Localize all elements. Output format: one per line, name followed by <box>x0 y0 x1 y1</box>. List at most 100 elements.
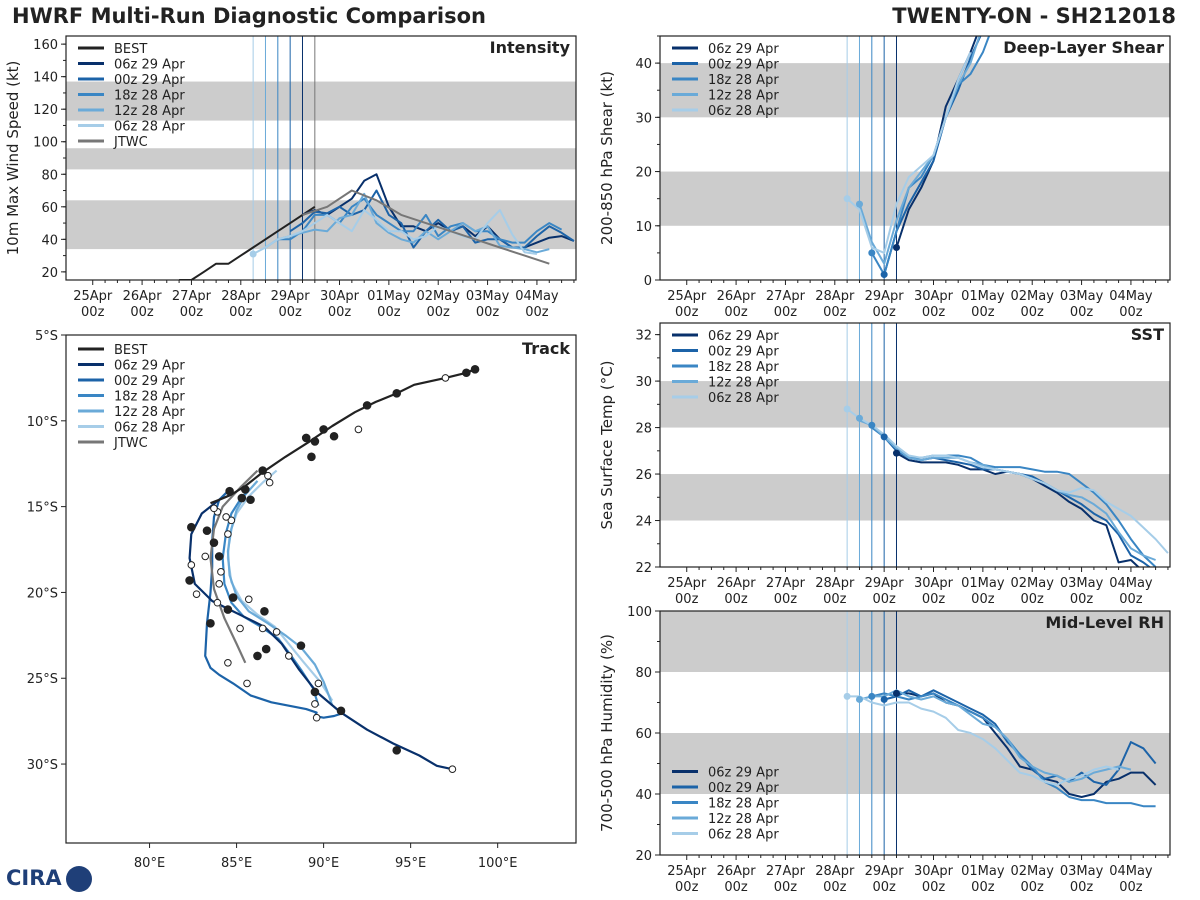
legend-label: JTWC <box>113 135 148 150</box>
legend-label: 06z 28 Apr <box>708 104 779 119</box>
x-tick-date: 29Apr <box>865 289 905 304</box>
series-line-sst <box>846 408 1169 554</box>
longitude-label: 100°E <box>478 856 518 871</box>
axes-frame <box>659 35 1171 281</box>
track-position-marker <box>272 628 281 636</box>
x-tick-date: 04May <box>1109 576 1153 591</box>
track-position-marker <box>243 679 251 688</box>
x-tick-hour: 00z <box>872 305 896 320</box>
x-tick-date: 25Apr <box>667 864 707 879</box>
legend-label: 06z 28 Apr <box>114 120 185 135</box>
track-position-marker <box>310 687 320 697</box>
x-tick-hour: 00z <box>1119 305 1143 320</box>
x-tick-date: 04May <box>515 289 559 304</box>
x-tick-hour: 00z <box>922 592 946 607</box>
legend-label: 06z 28 Apr <box>114 421 185 436</box>
track-position-marker <box>215 580 223 588</box>
y-tick-label: 80 <box>41 168 58 183</box>
x-tick-date: 27Apr <box>766 289 806 304</box>
series-line-intensity <box>277 197 563 244</box>
series-line-intensity <box>302 173 575 249</box>
y-tick-label: 40 <box>41 233 58 248</box>
plot-area-track <box>185 365 480 774</box>
x-tick-date: 28Apr <box>815 576 855 591</box>
series-line-intensity <box>302 189 550 265</box>
x-tick-hour: 00z <box>872 880 896 895</box>
latitude-label: 5°S <box>35 329 58 344</box>
x-tick-date: 28Apr <box>815 289 855 304</box>
y-tick-label: 20 <box>635 849 652 864</box>
track-position-marker <box>261 644 271 654</box>
legend-label: 06z 29 Apr <box>708 329 779 344</box>
legend-label: 12z 28 Apr <box>708 812 779 827</box>
track-position-marker <box>448 765 457 774</box>
x-tick-hour: 00z <box>675 305 699 320</box>
y-axis-label: 700-500 hPa Humidity (%) <box>598 634 616 832</box>
x-tick-hour: 00z <box>377 305 401 320</box>
legend-label: 06z 29 Apr <box>114 58 185 73</box>
y-tick-label: 140 <box>33 71 58 86</box>
x-tick-hour: 00z <box>1021 592 1045 607</box>
track-position-marker <box>201 552 210 561</box>
x-tick-date: 25Apr <box>667 289 707 304</box>
y-tick-label: 100 <box>33 136 58 151</box>
panel-track: 80°E 85°E 90°E 95°E 100°E 5°S 10°S 15°S 20°S 25°S… <box>27 329 577 871</box>
panel-rh: 20 40 60 80 100 700-500 hPa Humidity (%) 25Apr… <box>598 605 1171 895</box>
x-tick-date: 04May <box>1109 289 1153 304</box>
track-line <box>210 368 476 505</box>
x-tick-date: 01May <box>961 576 1005 591</box>
x-tick-date: 30Apr <box>914 864 954 879</box>
x-tick-date: 26Apr <box>717 289 757 304</box>
x-tick-hour: 00z <box>1070 592 1094 607</box>
legend-label: BEST <box>114 42 147 57</box>
x-tick-hour: 00z <box>823 592 847 607</box>
track-position-marker <box>246 495 255 505</box>
series-line-shear <box>895 36 978 248</box>
legend-label: 00z 29 Apr <box>114 374 185 389</box>
legend-label: 06z 29 Apr <box>708 766 779 781</box>
track-position-marker <box>187 561 196 569</box>
track-position-marker <box>265 478 274 487</box>
series-line-intensity <box>179 205 316 280</box>
x-tick-hour: 00z <box>81 305 105 320</box>
legend-label: JTWC <box>113 436 148 451</box>
x-tick-date: 25Apr <box>73 289 113 304</box>
longitude-label: 95°E <box>395 856 426 871</box>
x-tick-date: 03May <box>1060 576 1104 591</box>
track-position-marker <box>284 652 293 660</box>
x-tick-date: 26Apr <box>717 576 757 591</box>
plot-area-shear <box>660 36 1170 280</box>
point-marker <box>880 271 888 279</box>
series-line-rh <box>859 689 1132 783</box>
x-tick-hour: 00z <box>328 305 352 320</box>
x-tick-hour: 00z <box>476 305 500 320</box>
x-tick-hour: 00z <box>130 305 154 320</box>
x-tick-hour: 00z <box>278 305 302 320</box>
x-tick-date: 29Apr <box>865 864 905 879</box>
x-tick-date: 30Apr <box>914 289 954 304</box>
x-tick-hour: 00z <box>1070 305 1094 320</box>
y-tick-label: 20 <box>635 166 652 181</box>
track-position-marker <box>441 374 450 382</box>
x-tick-date: 02May <box>1011 576 1055 591</box>
x-tick-hour: 00z <box>229 305 253 320</box>
point-marker <box>843 692 851 700</box>
y-tick-label: 30 <box>635 111 652 126</box>
point-marker <box>892 243 900 251</box>
x-tick-date: 27Apr <box>766 576 806 591</box>
legend-label: 06z 29 Apr <box>708 42 779 57</box>
x-tick-hour: 00z <box>724 880 748 895</box>
y-tick-label: 22 <box>635 561 652 576</box>
x-tick-date: 26Apr <box>717 864 757 879</box>
point-marker <box>249 250 257 258</box>
plot-area-intensity <box>66 36 576 280</box>
point-marker <box>880 695 888 703</box>
x-tick-hour: 00z <box>971 880 995 895</box>
track-position-marker <box>258 624 267 633</box>
y-tick-label: 60 <box>635 727 652 742</box>
figure-title: HWRF Multi-Run Diagnostic Comparison <box>12 4 487 28</box>
x-tick-hour: 00z <box>971 305 995 320</box>
track-position-marker <box>217 568 225 576</box>
x-tick-hour: 00z <box>675 592 699 607</box>
